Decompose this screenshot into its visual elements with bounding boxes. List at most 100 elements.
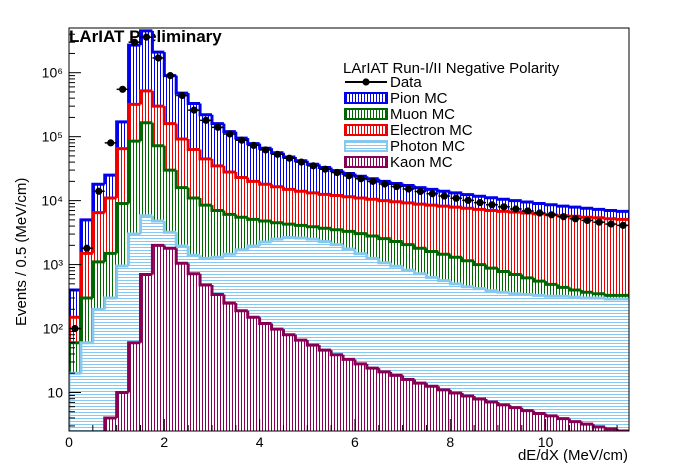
electron-mc-bin — [436, 204, 451, 208]
photon-mc-bin — [484, 288, 498, 293]
electron-mc-bin — [198, 149, 212, 161]
electron-mc-bin — [270, 184, 284, 189]
x-axis: 0 2 4 6 8 10 — [65, 419, 618, 450]
pion-mc-bin — [520, 200, 534, 204]
kaon-mc-bin — [138, 272, 153, 343]
electron-mc-bin — [69, 315, 81, 431]
data-point — [152, 54, 165, 62]
y-tick-label: 10 — [47, 384, 63, 400]
photon-mc-bin — [186, 246, 201, 257]
electron-mc-bin — [329, 194, 344, 198]
data-point — [390, 182, 403, 191]
photon-mc-bin — [353, 249, 367, 256]
photon-mc-bin — [532, 293, 546, 297]
kaon-mc-bin — [424, 383, 439, 388]
x-tick-label: 2 — [160, 434, 168, 450]
data-point — [557, 213, 570, 221]
legend-item-data: Data — [345, 74, 422, 91]
photon-mc-bin — [69, 371, 81, 431]
electron-mc-bin — [186, 138, 201, 151]
data-point — [426, 190, 439, 198]
legend-item-electron-mc: Electron MC — [344, 122, 473, 139]
kaon-mc-bin — [305, 340, 320, 347]
kaon-mc-bin — [567, 418, 582, 424]
electron-mc-bin — [210, 158, 224, 168]
muon-mc-bin — [472, 260, 487, 267]
photon-mc-bin — [174, 232, 189, 248]
electron-mc-bin — [472, 207, 487, 211]
kaon-mc-bin — [389, 371, 403, 377]
muon-mc-bin — [115, 202, 129, 254]
electron-mc-bin — [424, 203, 439, 207]
x-tick-label: 8 — [446, 434, 454, 450]
electron-mc-bin — [174, 123, 189, 141]
pion-mc-bin — [567, 205, 582, 209]
electron-mc-bin — [413, 202, 427, 206]
muon-mc-bin — [579, 290, 594, 294]
electron-mc-bin — [579, 215, 594, 219]
y-axis-label: Events / 0.5 (MeV/cm) — [13, 178, 30, 326]
electron-mc-bin — [377, 199, 391, 203]
kaon-mc-bin — [544, 413, 558, 418]
data-point — [283, 154, 296, 162]
pion-mc-bin — [556, 204, 570, 208]
plot-frame — [68, 27, 630, 432]
kaon-mc-bin — [472, 396, 487, 401]
pion-mc-bin — [448, 191, 463, 195]
muon-mc-bin — [544, 281, 558, 286]
pion-mc-bin — [138, 29, 153, 46]
photon-mc-bin — [567, 295, 582, 299]
muon-mc-bin — [210, 205, 224, 213]
y-tick-label: 10⁶ — [42, 65, 63, 81]
muon-mc-bin — [603, 293, 618, 297]
legend: LArIAT Run-I/II Negative Polarity DataPi… — [343, 60, 560, 171]
electron-mc-bin — [389, 200, 403, 204]
data-point — [474, 199, 487, 207]
electron-mc-bin — [496, 209, 510, 213]
photon-mc-bin — [222, 252, 236, 258]
data-point — [188, 106, 201, 114]
electron-mc-bin — [365, 197, 379, 201]
data-point — [271, 150, 284, 158]
kaon-mc-bin — [115, 390, 129, 418]
pion-mc-bin — [174, 75, 189, 95]
kaon-mc-histogram — [69, 243, 629, 431]
kaon-mc-bin — [484, 399, 498, 404]
data-points-layer — [69, 33, 629, 333]
photon-mc-bin — [79, 341, 93, 374]
x-tick-label: 6 — [351, 434, 359, 450]
kaon-mc-bin — [174, 248, 189, 265]
pion-mc-bin — [69, 288, 81, 431]
kaon-mc-bin — [603, 426, 618, 431]
kaon-mc-bin — [413, 379, 427, 385]
data-point — [486, 201, 498, 209]
data-point — [438, 192, 451, 200]
data-point — [450, 194, 463, 202]
kaon-mc-bin — [246, 310, 260, 319]
photon-mc-bin — [210, 255, 224, 259]
muon-mc-bin — [79, 296, 93, 343]
pion-mc-bin — [198, 103, 212, 117]
data-point — [497, 203, 510, 211]
muon-mc-bin — [103, 251, 117, 262]
data-point — [104, 139, 117, 147]
electron-mc-bin — [79, 251, 93, 318]
electron-mc-bin — [353, 196, 367, 200]
data-point — [319, 165, 332, 173]
pion-mc-bin — [150, 30, 165, 54]
pion-mc-bin — [91, 182, 105, 220]
data-point — [140, 33, 153, 41]
legend-swatch — [344, 92, 388, 104]
muon-mc-bin — [329, 228, 344, 232]
pion-mc-bin — [472, 194, 487, 198]
electron-mc-bin — [484, 209, 498, 213]
data-point — [176, 91, 189, 100]
photon-mc-bin — [329, 241, 344, 247]
pion-mc-bin — [436, 189, 451, 193]
data-point — [533, 209, 546, 217]
muon-mc-bin — [270, 221, 284, 225]
muon-mc-bin — [436, 251, 451, 256]
photon-mc-bin — [317, 239, 332, 244]
data-point — [605, 220, 618, 228]
